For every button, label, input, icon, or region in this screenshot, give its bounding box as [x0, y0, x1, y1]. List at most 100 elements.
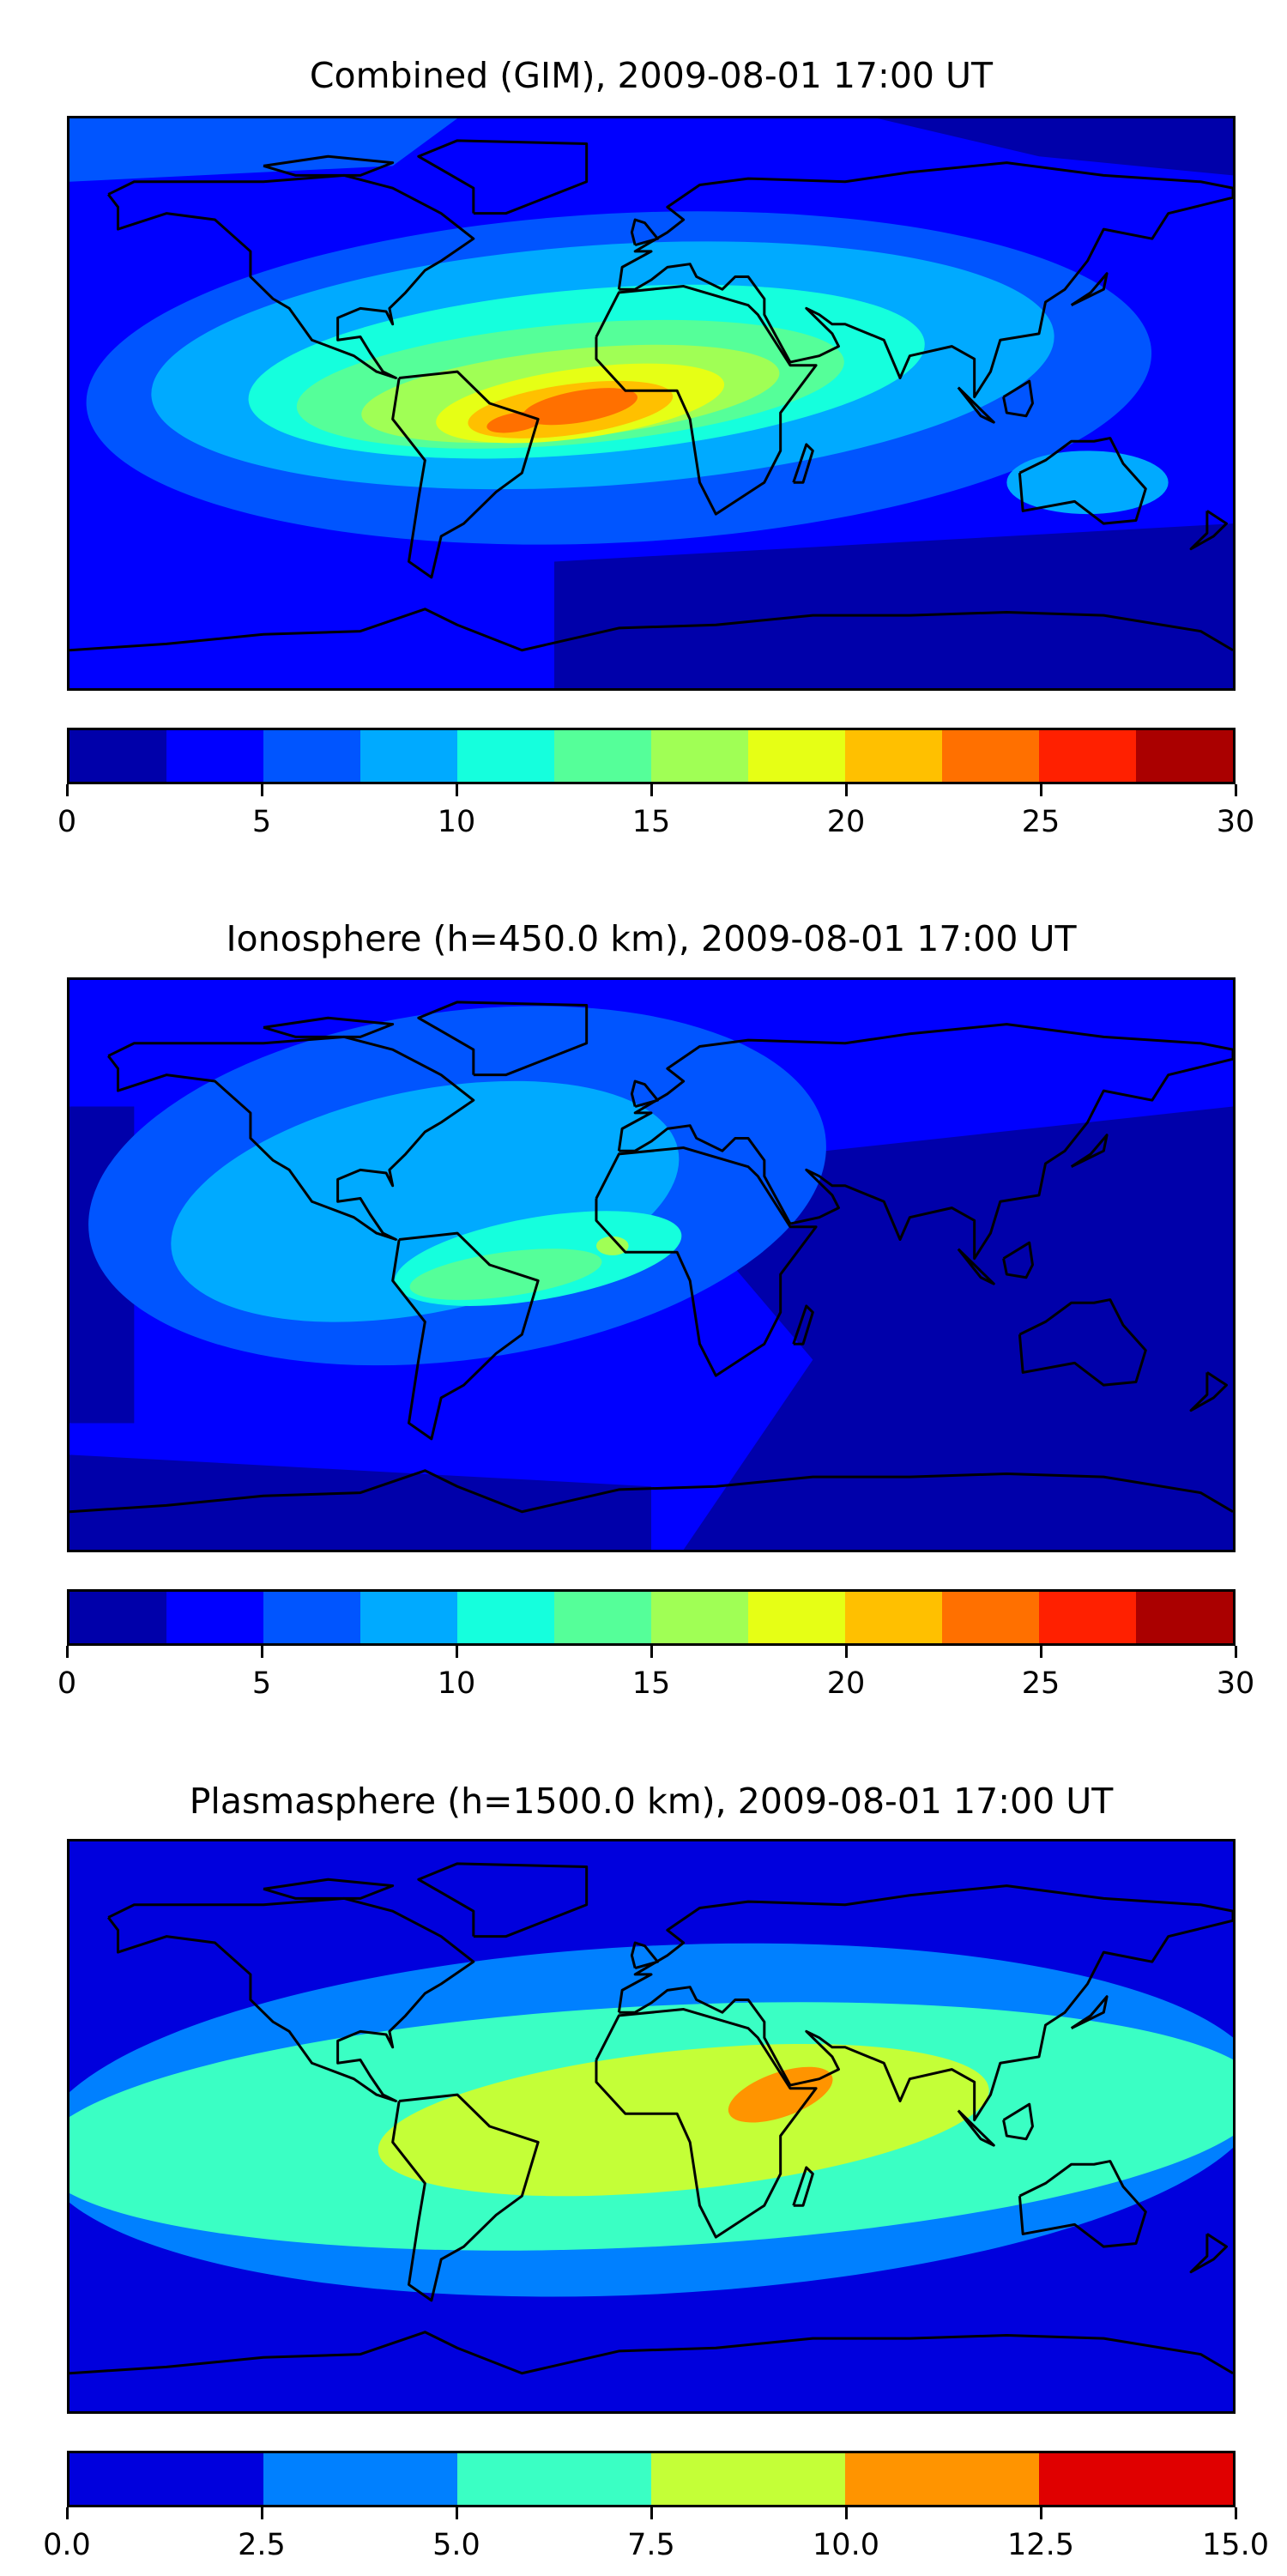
colorbar-tick-mark — [1235, 1646, 1237, 1658]
colorbar-tick-mark — [650, 784, 653, 796]
coastline-north-america — [108, 1898, 474, 2101]
colorbar-tick-label: 15 — [631, 1666, 671, 1701]
colorbar-tick-mark — [456, 2507, 458, 2519]
coastline-south-america — [393, 372, 539, 577]
colorbar-tick-mark — [1040, 1646, 1042, 1658]
colorbar-tick-mark — [650, 2507, 653, 2519]
coastline-canadian-arctic — [263, 156, 393, 175]
colorbar-segment — [263, 1592, 360, 1643]
colorbar-tick-label: 20 — [826, 1666, 866, 1701]
coastline-south-america — [393, 2095, 539, 2301]
colorbar-segment — [748, 1592, 845, 1643]
colorbar-tick-mark — [261, 1646, 263, 1658]
colorbar-segment — [554, 1592, 651, 1643]
colorbar-segment — [1039, 1592, 1136, 1643]
colorbar-tick-mark — [66, 2507, 69, 2519]
colorbar-tick-mark — [845, 784, 848, 796]
coastline-madagascar — [794, 2168, 813, 2205]
colorbar-tick-mark — [650, 1646, 653, 1658]
coastline-north-america — [108, 175, 474, 378]
contour-region — [554, 523, 1233, 688]
coastline-sumatra — [958, 2111, 994, 2146]
colorbar-tick-mark — [845, 1646, 848, 1658]
colorbar-tick-label: 25 — [1021, 805, 1060, 839]
contour-level-22.5 — [523, 388, 637, 426]
coastline-antarctica — [69, 2332, 1233, 2373]
coastline-borneo — [1004, 2104, 1033, 2139]
colorbar-tick-label: 2.5 — [238, 2528, 286, 2562]
colorbar-segment — [845, 730, 942, 782]
panel-3-colorbar — [67, 2451, 1236, 2507]
colorbar-tick-label: 10 — [437, 1666, 476, 1701]
colorbar-tick-label: 10 — [437, 805, 476, 839]
colorbar-segment — [457, 730, 554, 782]
contour-level-12.5 — [409, 1249, 602, 1300]
colorbar-tick-label: 7.5 — [627, 2528, 675, 2562]
contour-region — [69, 1454, 651, 1550]
colorbar-segment — [554, 730, 651, 782]
colorbar-segment — [845, 1592, 942, 1643]
coastline-japan — [1072, 1135, 1107, 1167]
colorbar-segment — [748, 730, 845, 782]
coastline-britain — [631, 1943, 657, 1968]
coastline-japan — [1072, 1997, 1107, 2029]
coastline-eurasia — [619, 1886, 1233, 2120]
panel-3-colorbar-ticks: 0.0 2.5 5.0 7.5 10.0 12.5 15.0 — [43, 2507, 1269, 2576]
coastline-africa — [596, 287, 816, 515]
colorbar-tick-mark — [1235, 784, 1237, 796]
colorbar-segment — [1039, 730, 1136, 782]
panel-1-map — [67, 116, 1236, 691]
coastline-south-america — [393, 1233, 539, 1439]
panel-1-colorbar-ticks: 0 5 10 15 20 25 30 — [57, 784, 1254, 853]
colorbar-segment — [166, 1592, 263, 1643]
colorbar-segment — [263, 730, 360, 782]
panel-1-title: Combined (GIM), 2009-08-01 17:00 UT — [309, 55, 994, 96]
colorbar-tick-label: 20 — [826, 805, 866, 839]
colorbar-segment — [263, 2453, 457, 2505]
colorbar-tick-mark — [261, 784, 263, 796]
colorbar-tick-mark — [456, 1646, 458, 1658]
coastline-madagascar — [794, 444, 813, 482]
coastline-antarctica — [69, 1471, 1233, 1512]
colorbar-segment — [1136, 1592, 1233, 1643]
panel-2-title: Ionosphere (h=450.0 km), 2009-08-01 17:0… — [226, 918, 1077, 959]
coastline-britain — [631, 1081, 657, 1107]
colorbar-tick-label: 0 — [57, 1666, 77, 1701]
colorbar-tick-mark — [456, 784, 458, 796]
colorbar-tick-label: 30 — [1216, 805, 1255, 839]
colorbar-tick-label: 25 — [1021, 1666, 1060, 1701]
contour-level-15 — [595, 1236, 629, 1255]
coastline-antarctica — [69, 609, 1233, 650]
colorbar-tick-mark — [66, 1646, 69, 1658]
contour-level-7.5 — [1006, 450, 1169, 515]
colorbar-tick-label: 0.0 — [43, 2528, 91, 2562]
coastline-north-america — [108, 1037, 474, 1239]
coastline-greenland — [419, 1864, 587, 1937]
colorbar-segment — [651, 1592, 748, 1643]
colorbar-segment — [845, 2453, 1039, 2505]
coastline-africa — [596, 2010, 816, 2238]
coastline-new-zealand — [1191, 1372, 1226, 1410]
colorbar-tick-label: 5 — [251, 805, 272, 839]
colorbar-segment — [360, 730, 457, 782]
colorbar-segment — [1039, 2453, 1233, 2505]
coastline-borneo — [1004, 1243, 1033, 1278]
coastline-britain — [631, 220, 657, 245]
coastline-australia — [1019, 438, 1145, 524]
coastline-greenland — [419, 1002, 587, 1075]
coastline-sumatra — [958, 1249, 994, 1285]
colorbar-tick-mark — [1040, 784, 1042, 796]
colorbar-tick-mark — [261, 2507, 263, 2519]
panel-2-colorbar — [67, 1589, 1236, 1646]
coastline-australia — [1019, 2162, 1145, 2247]
contour-region — [69, 118, 457, 182]
colorbar-tick-label: 12.5 — [1007, 2528, 1074, 2562]
colorbar-segment — [457, 1592, 554, 1643]
colorbar-tick-label: 10.0 — [813, 2528, 879, 2562]
colorbar-segment — [942, 730, 1039, 782]
panel-3-map — [67, 1839, 1236, 2414]
colorbar-tick-mark — [1235, 2507, 1237, 2519]
coastline-new-zealand — [1191, 511, 1226, 548]
colorbar-tick-label: 15 — [631, 805, 671, 839]
panel-1-colorbar — [67, 728, 1236, 784]
